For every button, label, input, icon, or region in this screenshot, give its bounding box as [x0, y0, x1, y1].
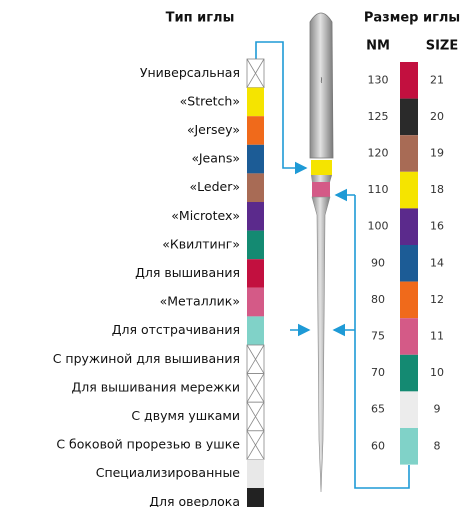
size-value: 11: [430, 330, 444, 343]
type-label: «Jersey»: [187, 122, 240, 137]
type-label: Для вышивания: [135, 265, 240, 280]
type-label: «Металлик»: [160, 294, 240, 309]
size-swatch: [400, 171, 418, 209]
nm-value: 90: [371, 256, 385, 269]
swatch-cross: [246, 373, 265, 403]
nm-value: 70: [371, 366, 385, 379]
left-header: Тип иглы: [166, 11, 235, 26]
type-label: Для отстрачивания: [112, 322, 240, 337]
right-header: Размер иглы: [364, 11, 460, 26]
swatch: [247, 459, 264, 488]
type-label: «Квилтинг»: [162, 236, 240, 251]
size-swatch: [400, 62, 418, 99]
size-swatch: [400, 318, 418, 355]
swatch: [247, 230, 264, 260]
type-label: Универсальная: [140, 65, 240, 80]
swatch: [247, 173, 264, 202]
nm-value: 65: [371, 403, 385, 416]
nm-value: 80: [371, 293, 385, 306]
size-swatch: [400, 98, 418, 136]
type-label: «Leder»: [190, 179, 241, 194]
swatch: [247, 87, 264, 117]
nm-value: 120: [368, 147, 389, 160]
nm-value: 130: [368, 73, 389, 86]
size-value: 20: [430, 110, 444, 123]
size-swatch: [400, 281, 418, 319]
size-value: 18: [430, 183, 444, 196]
swatch: [247, 488, 264, 507]
swatch-cross: [246, 344, 265, 374]
connectors: [255, 41, 410, 489]
type-label: Специализированные: [96, 465, 241, 480]
swatch: [247, 287, 264, 317]
nm-value: 60: [371, 439, 385, 452]
swatch-cross: [246, 58, 265, 88]
type-label: «Jeans»: [191, 151, 240, 166]
size-swatch: [400, 245, 418, 282]
size-swatch: [400, 428, 418, 465]
size-swatch: [400, 135, 418, 172]
size-value: 21: [430, 73, 444, 86]
swatch: [247, 144, 264, 174]
type-label: «Microtex»: [171, 208, 240, 223]
size-value: 8: [434, 439, 441, 452]
type-label: С двумя ушками: [131, 408, 240, 423]
type-label: Для вышивания мережки: [71, 379, 240, 394]
type-label: Для оверлока: [149, 494, 240, 507]
size-value: 9: [434, 403, 441, 416]
nm-value: 125: [368, 110, 389, 123]
size-value: 16: [430, 220, 444, 233]
nm-value: 75: [371, 330, 385, 343]
swatch: [247, 116, 264, 145]
swatch: [247, 316, 264, 345]
size-value: 10: [430, 366, 444, 379]
size-header: SIZE: [426, 39, 459, 54]
size-swatch: [400, 208, 418, 245]
size-swatch: [400, 391, 418, 428]
swatch: [247, 202, 264, 231]
size-swatch: [400, 354, 418, 392]
type-label: «Stretch»: [180, 93, 240, 108]
type-label: С боковой прорезью в ушке: [56, 437, 240, 452]
nm-header: NM: [366, 39, 390, 54]
size-value: 19: [430, 147, 444, 160]
swatch-cross: [246, 401, 265, 432]
svg-text:~: ~: [316, 76, 326, 84]
needle: ~: [309, 12, 334, 493]
swatch: [247, 259, 264, 288]
swatch-cross: [246, 430, 265, 460]
nm-value: 110: [368, 183, 389, 196]
size-value: 12: [430, 293, 444, 306]
nm-value: 100: [368, 220, 389, 233]
type-label: С пружиной для вышивания: [53, 351, 240, 366]
size-value: 14: [430, 256, 444, 269]
